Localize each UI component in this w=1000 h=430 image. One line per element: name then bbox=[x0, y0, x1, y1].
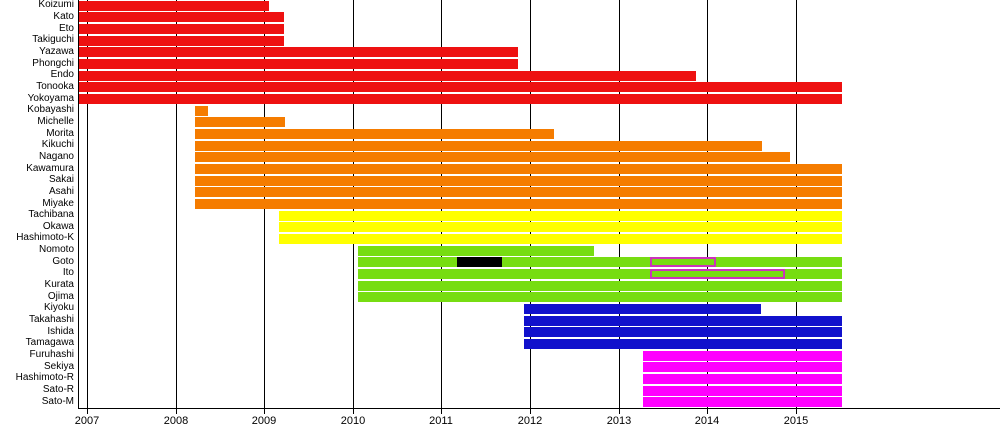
x-tick-label-2015: 2015 bbox=[783, 415, 809, 427]
row-label-kato: Kato bbox=[53, 10, 74, 22]
bar-kobayashi[interactable] bbox=[195, 105, 209, 116]
x-tick-label-2007: 2007 bbox=[74, 415, 100, 427]
row-label-sakai: Sakai bbox=[48, 174, 74, 186]
x-tick-label-2010: 2010 bbox=[340, 415, 366, 427]
row-label-kikuchi: Kikuchi bbox=[41, 139, 74, 151]
row-label-tachibana: Tachibana bbox=[28, 209, 74, 221]
row-label-yazawa: Yazawa bbox=[39, 45, 74, 57]
row-label-tamagawa: Tamagawa bbox=[25, 337, 74, 349]
bar-kikuchi[interactable] bbox=[195, 140, 763, 151]
row-label-furuhashi: Furuhashi bbox=[29, 349, 74, 361]
row-label-morita: Morita bbox=[46, 127, 74, 139]
bar-asahi[interactable] bbox=[195, 187, 843, 198]
bar-hashimoto-r[interactable] bbox=[642, 373, 843, 384]
x-tick-2011 bbox=[441, 409, 442, 414]
bar-koizumi[interactable] bbox=[78, 0, 269, 11]
overlay-segment-goto[interactable] bbox=[457, 257, 502, 268]
x-tick-label-2014: 2014 bbox=[694, 415, 720, 427]
row-label-takahashi: Takahashi bbox=[28, 314, 74, 326]
row-label-miyake: Miyake bbox=[42, 197, 74, 209]
bar-tonooka[interactable] bbox=[78, 82, 843, 93]
x-tick-label-2008: 2008 bbox=[163, 415, 189, 427]
row-label-nagano: Nagano bbox=[38, 150, 74, 162]
row-label-hashimoto-r: Hashimoto-R bbox=[15, 372, 74, 384]
bar-phongchi[interactable] bbox=[78, 59, 518, 70]
x-tick-label-2011: 2011 bbox=[429, 415, 453, 427]
bar-ojima[interactable] bbox=[358, 292, 843, 303]
row-label-kurata: Kurata bbox=[44, 279, 74, 291]
row-label-okawa: Okawa bbox=[42, 220, 74, 232]
row-label-endo: Endo bbox=[50, 69, 74, 81]
bar-sekiya[interactable] bbox=[642, 362, 843, 373]
bar-kurata[interactable] bbox=[358, 280, 843, 291]
row-label-nomoto: Nomoto bbox=[38, 244, 74, 256]
row-label-kobayashi: Kobayashi bbox=[27, 104, 74, 116]
row-label-kawamura: Kawamura bbox=[26, 162, 74, 174]
bar-kawamura[interactable] bbox=[195, 164, 843, 175]
row-label-takiguchi: Takiguchi bbox=[32, 34, 74, 46]
bar-michelle[interactable] bbox=[195, 117, 286, 128]
bar-tamagawa[interactable] bbox=[523, 338, 843, 349]
overlay-outline-goto[interactable] bbox=[649, 257, 717, 268]
bar-takiguchi[interactable] bbox=[78, 35, 284, 46]
row-label-sato-m: Sato-M bbox=[41, 395, 74, 407]
bar-ito[interactable] bbox=[358, 268, 843, 279]
row-label-hashimoto-k: Hashimoto-K bbox=[16, 232, 74, 244]
x-tick-2012 bbox=[530, 409, 531, 414]
row-label-kiyoku: Kiyoku bbox=[43, 302, 74, 314]
x-tick-label-2012: 2012 bbox=[517, 415, 543, 427]
row-label-koizumi: Koizumi bbox=[38, 0, 74, 11]
category-label-column: Koizumi Kato Eto Takiguchi Yazawa Phongchi End… bbox=[0, 0, 74, 408]
bar-sato-r[interactable] bbox=[642, 385, 843, 396]
x-tick-2014 bbox=[707, 409, 708, 414]
row-label-eto: Eto bbox=[58, 22, 74, 34]
bar-yazawa[interactable] bbox=[78, 47, 518, 58]
row-label-ishida: Ishida bbox=[47, 325, 74, 337]
row-label-yokoyama: Yokoyama bbox=[27, 92, 74, 104]
row-label-phongchi: Phongchi bbox=[32, 57, 74, 69]
gridline-2008 bbox=[176, 0, 177, 408]
row-label-ojima: Ojima bbox=[47, 290, 74, 302]
x-tick-2015 bbox=[796, 409, 797, 414]
overlay-outline-ito[interactable] bbox=[649, 268, 786, 279]
x-tick-2008 bbox=[176, 409, 177, 414]
x-tick-2009 bbox=[264, 409, 265, 414]
x-tick-label-2009: 2009 bbox=[251, 415, 277, 427]
bar-sato-m[interactable] bbox=[642, 397, 843, 408]
row-label-ito: Ito bbox=[62, 267, 74, 279]
row-label-sato-r: Sato-R bbox=[42, 384, 74, 395]
row-label-michelle: Michelle bbox=[37, 115, 74, 127]
bar-nomoto[interactable] bbox=[358, 245, 594, 256]
y-axis-line bbox=[78, 0, 79, 409]
bar-okawa[interactable] bbox=[279, 222, 843, 233]
bar-morita[interactable] bbox=[195, 129, 555, 140]
x-tick-2007 bbox=[87, 409, 88, 414]
x-tick-2013 bbox=[619, 409, 620, 414]
bar-kiyoku[interactable] bbox=[523, 303, 761, 314]
bar-goto[interactable] bbox=[358, 257, 843, 268]
bar-miyake[interactable] bbox=[195, 199, 843, 209]
gridline-2007 bbox=[87, 0, 88, 408]
row-label-goto: Goto bbox=[52, 255, 74, 267]
bar-takahashi[interactable] bbox=[523, 315, 843, 326]
bar-nagano[interactable] bbox=[195, 152, 790, 163]
bar-furuhashi[interactable] bbox=[642, 350, 843, 361]
plot-area bbox=[78, 0, 1000, 408]
row-label-tonooka: Tonooka bbox=[36, 80, 74, 92]
x-tick-label-2013: 2013 bbox=[606, 415, 632, 427]
bar-sakai[interactable] bbox=[195, 175, 843, 186]
bar-ishida[interactable] bbox=[523, 327, 843, 338]
bar-hashimoto-k[interactable] bbox=[279, 233, 843, 244]
bar-eto[interactable] bbox=[78, 24, 284, 35]
x-tick-2010 bbox=[353, 409, 354, 414]
x-axis-line bbox=[78, 408, 1000, 409]
row-label-asahi: Asahi bbox=[48, 185, 74, 197]
row-label-sekiya: Sekiya bbox=[43, 360, 74, 372]
bar-kato[interactable] bbox=[78, 12, 284, 23]
bar-endo[interactable] bbox=[78, 70, 696, 81]
bar-tachibana[interactable] bbox=[279, 210, 843, 221]
bar-yokoyama[interactable] bbox=[78, 94, 843, 105]
